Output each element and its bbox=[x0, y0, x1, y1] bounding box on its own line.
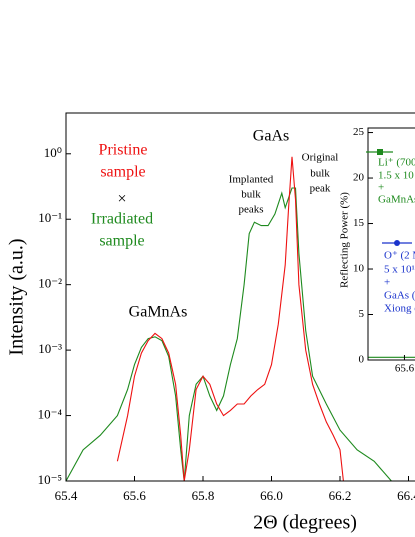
x-tick-label: 65.6 bbox=[395, 363, 415, 375]
legend-text: 1.5 x 10 bbox=[378, 170, 414, 182]
x-tick-label: 66.2 bbox=[329, 488, 352, 503]
legend-text: GaAs (l bbox=[384, 290, 415, 302]
x-tick-label: 65.8 bbox=[192, 488, 215, 503]
plot-0: 65.4 65.6 65.8 66.0 66.2 66.4 10⁻⁵ 10⁻⁴ 10⁻³ 10⁻²… bbox=[38, 112, 415, 503]
y-tick-label: 10⁻² bbox=[38, 276, 62, 291]
annotation: sample bbox=[99, 233, 144, 250]
annotation: Irradiated bbox=[91, 211, 153, 228]
y-tick-label: 10⁻⁵ bbox=[38, 472, 62, 487]
annotation: Original bbox=[302, 152, 339, 164]
x-tick-label: 66.0 bbox=[260, 488, 283, 503]
inset-y-label: Reflecting Power (%) bbox=[339, 192, 351, 288]
series-line bbox=[116, 156, 344, 482]
y-tick-label: 25 bbox=[353, 126, 365, 138]
y-tick-label: 20 bbox=[353, 172, 365, 184]
y-tick-label: 10⁰ bbox=[44, 145, 62, 160]
y-tick-label: 10 bbox=[353, 263, 365, 275]
x-tick-label: 66.4 bbox=[397, 488, 415, 503]
y-tick-label: 10⁻³ bbox=[38, 341, 62, 356]
y-axis-label: Intensity (a.u.) bbox=[6, 238, 28, 355]
annotation: bulk bbox=[310, 168, 330, 180]
annotation: sample bbox=[100, 164, 145, 181]
x-tick-label: 65.4 bbox=[55, 488, 78, 503]
legend-text: Xiong e bbox=[384, 303, 415, 315]
annotation: Implanted bbox=[229, 174, 274, 186]
annotation: × bbox=[117, 191, 126, 208]
legend-text: O⁺ (2 M bbox=[384, 250, 415, 262]
x-axis-label: 2Θ (degrees) bbox=[253, 512, 357, 534]
annotation: GaAs bbox=[253, 128, 289, 145]
inset-background bbox=[368, 128, 415, 360]
legend-text: + bbox=[378, 182, 384, 194]
plot-frame bbox=[65, 112, 415, 482]
y-tick-label: 10⁻¹ bbox=[38, 210, 62, 225]
x-tick-label: 65.6 bbox=[123, 488, 146, 503]
y-tick-label: 15 bbox=[353, 217, 365, 229]
legend-marker bbox=[377, 149, 383, 155]
y-tick-label: 10⁻⁴ bbox=[38, 407, 63, 422]
annotation: peaks bbox=[238, 204, 263, 216]
plot-frame bbox=[367, 127, 415, 361]
legend-text: Li⁺ (700 bbox=[378, 157, 415, 169]
y-tick-label: 0 bbox=[359, 354, 365, 366]
series-line bbox=[65, 187, 392, 482]
annotation: Pristine bbox=[99, 142, 148, 159]
legend-marker bbox=[394, 240, 400, 246]
annotation: bulk bbox=[241, 189, 261, 201]
plot-1: 65.665.70510152025Reflecting Power (%)Li… bbox=[339, 126, 415, 375]
annotation: peak bbox=[310, 183, 331, 195]
legend-text: GaMnAs bbox=[378, 194, 415, 206]
y-tick-label: 5 bbox=[359, 308, 365, 320]
annotations: Pristine sample × Irradiated sample GaMn… bbox=[91, 128, 338, 321]
legend-text: + bbox=[384, 277, 390, 289]
annotation: GaMnAs bbox=[129, 304, 188, 321]
